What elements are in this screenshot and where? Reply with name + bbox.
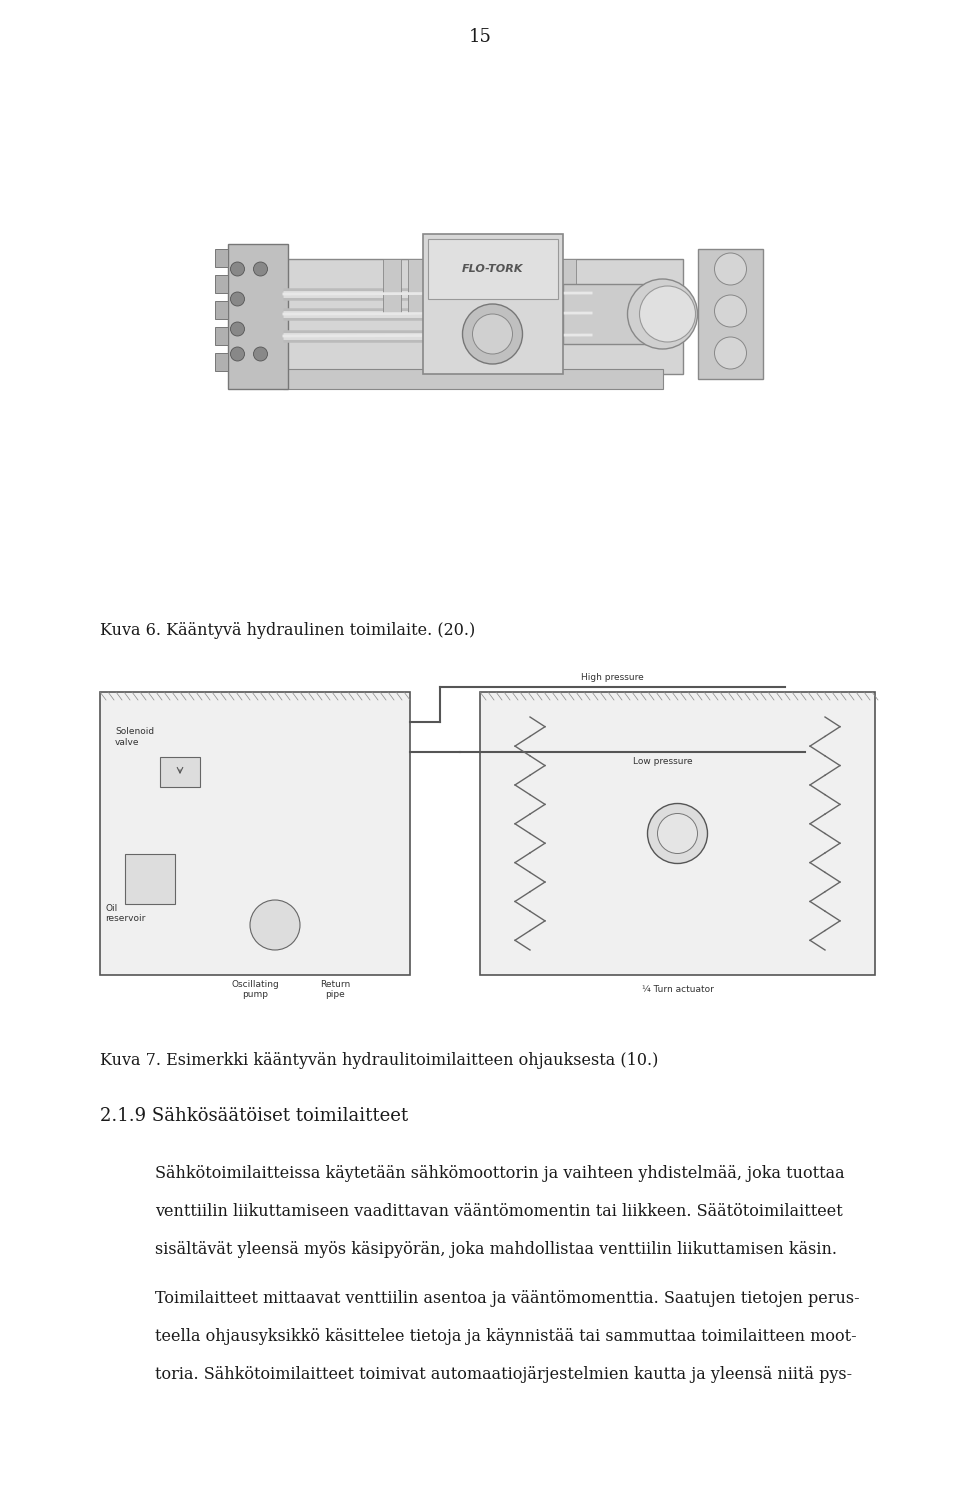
Text: ¼ Turn actuator: ¼ Turn actuator (641, 985, 713, 994)
Text: FLO-TORK: FLO-TORK (462, 264, 523, 273)
Circle shape (230, 322, 245, 335)
Bar (228, 243, 287, 388)
Text: Oil
reservoir: Oil reservoir (105, 904, 145, 923)
Text: Sähkötoimilaitteissa käytetään sähkömoottorin ja vaihteen yhdistelmää, joka tuot: Sähkötoimilaitteissa käytetään sähkömoot… (155, 1165, 845, 1182)
Bar (214, 326, 228, 345)
Text: 2.1.9 Sähkösäätöiset toimilaitteet: 2.1.9 Sähkösäätöiset toimilaitteet (100, 1108, 408, 1126)
Bar (563, 284, 662, 345)
Bar (60, 672, 905, 1005)
Circle shape (658, 813, 698, 854)
Bar (508, 258, 525, 314)
Circle shape (250, 901, 300, 950)
Bar (458, 258, 475, 314)
Circle shape (714, 295, 747, 326)
Bar (422, 234, 563, 375)
Bar (282, 258, 683, 375)
Circle shape (639, 286, 695, 341)
Circle shape (230, 261, 245, 277)
Text: Kuva 6. Kääntyvä hydraulinen toimilaite. (20.): Kuva 6. Kääntyvä hydraulinen toimilaite.… (100, 623, 475, 639)
Bar (382, 258, 400, 314)
Text: toria. Sähkötoimilaitteet toimivat automaatiojärjestelmien kautta ja yleensä nii: toria. Sähkötoimilaitteet toimivat autom… (155, 1366, 852, 1384)
Bar (214, 354, 228, 372)
Circle shape (253, 261, 268, 277)
Bar (433, 258, 450, 314)
Circle shape (714, 252, 747, 286)
Text: Return
pipe: Return pipe (320, 981, 350, 999)
Circle shape (714, 337, 747, 369)
Text: sisältävät yleensä myös käsipyörän, joka mahdollistaa venttiilin liikuttamisen k: sisältävät yleensä myös käsipyörän, joka… (155, 1241, 837, 1259)
Bar (60, 57, 905, 570)
Text: venttiilin liikuttamiseen vaadittavan vääntömomentin tai liikkeen. Säätötoimilai: venttiilin liikuttamiseen vaadittavan vä… (155, 1203, 843, 1219)
Bar (427, 239, 558, 299)
Text: Oscillating
pump: Oscillating pump (231, 981, 278, 999)
Circle shape (253, 348, 268, 361)
Text: Kuva 7. Esimerkki kääntyvän hydraulitoimilaitteen ohjauksesta (10.): Kuva 7. Esimerkki kääntyvän hydraulitoim… (100, 1052, 659, 1068)
Text: teella ohjausyksikkö käsittelee tietoja ja käynnistää tai sammuttaa toimilaittee: teella ohjausyksikkö käsittelee tietoja … (155, 1328, 856, 1345)
Circle shape (647, 804, 708, 863)
Bar (698, 249, 762, 379)
Bar (125, 854, 175, 904)
Text: High pressure: High pressure (581, 672, 644, 681)
Bar (160, 757, 200, 787)
Text: Low pressure: Low pressure (633, 757, 692, 766)
Text: Solenoid
valve: Solenoid valve (115, 727, 155, 746)
Circle shape (230, 292, 245, 307)
Bar (282, 369, 662, 388)
Bar (214, 249, 228, 267)
Bar (407, 258, 425, 314)
Bar (100, 692, 410, 975)
Circle shape (472, 314, 513, 354)
Bar (558, 258, 575, 314)
Bar (214, 275, 228, 293)
Bar (533, 258, 550, 314)
Bar (480, 692, 875, 975)
Bar (214, 301, 228, 319)
Circle shape (463, 304, 522, 364)
Circle shape (628, 280, 698, 349)
Circle shape (230, 348, 245, 361)
Bar (483, 258, 500, 314)
Text: 15: 15 (468, 29, 492, 45)
Text: Toimilaitteet mittaavat venttiilin asentoa ja vääntömomenttia. Saatujen tietojen: Toimilaitteet mittaavat venttiilin asent… (155, 1290, 859, 1307)
